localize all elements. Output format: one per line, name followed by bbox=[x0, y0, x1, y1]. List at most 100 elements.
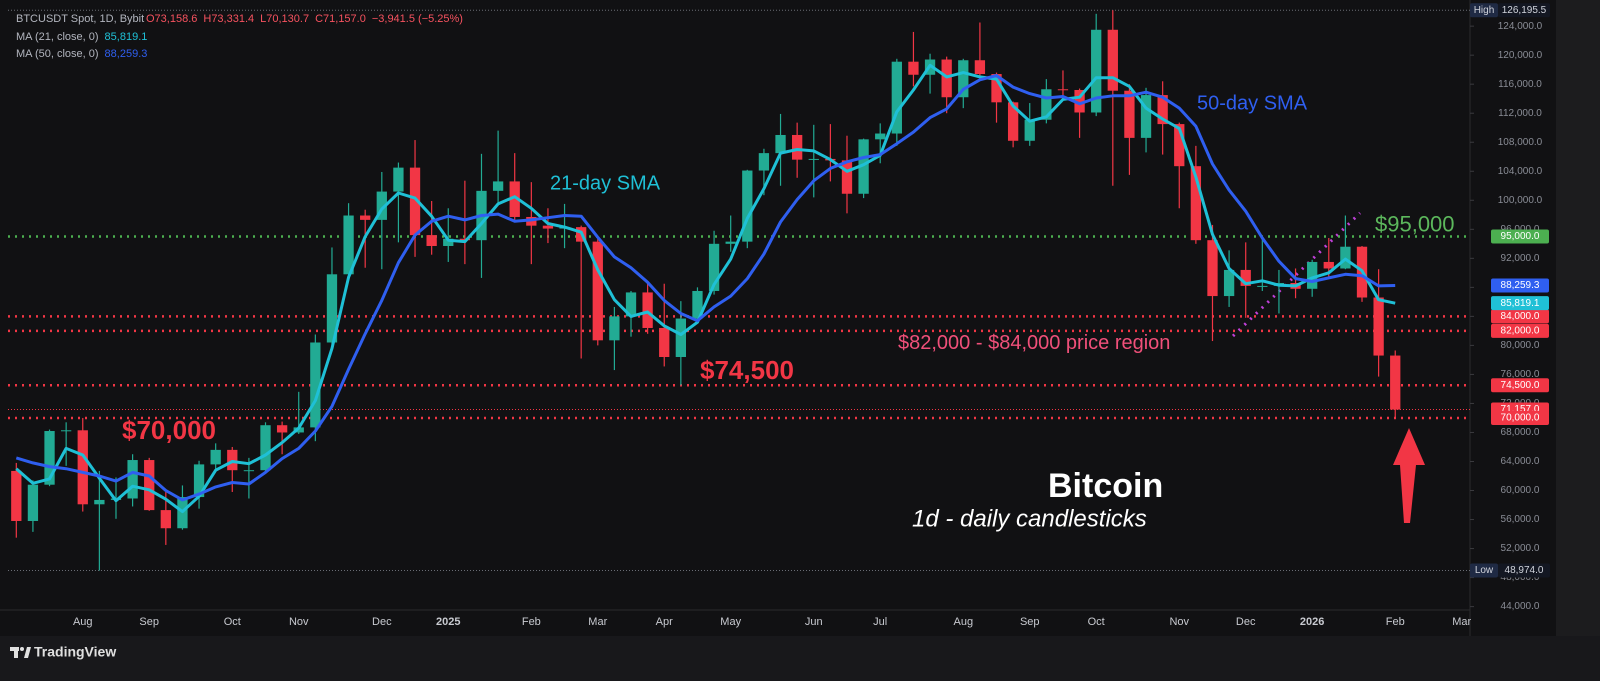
x-tick-label: Jul bbox=[873, 616, 887, 628]
level-annotation: $70,000 bbox=[122, 415, 216, 445]
candle-body bbox=[725, 241, 736, 244]
y-tick-label: 60,000.0 bbox=[1501, 485, 1540, 496]
legend-value: 85,819.1 bbox=[105, 31, 148, 43]
y-tick-label: 92,000.0 bbox=[1501, 253, 1540, 264]
candle-body bbox=[144, 460, 155, 511]
candle-body bbox=[1257, 285, 1268, 287]
candle-body bbox=[675, 318, 687, 358]
x-tick-label: 2025 bbox=[436, 616, 460, 628]
x-tick-label: Sep bbox=[1020, 616, 1040, 628]
y-tick-label: 108,000.0 bbox=[1498, 137, 1543, 148]
ohlc-value: H73,331.4 bbox=[203, 13, 254, 25]
candle-body bbox=[891, 61, 902, 134]
level-label: 82,000.0 bbox=[1501, 326, 1540, 337]
x-tick-label: Nov bbox=[289, 616, 309, 628]
y-tick-label: 56,000.0 bbox=[1501, 514, 1540, 525]
brand: TradingView bbox=[34, 644, 116, 660]
plot-background bbox=[0, 0, 1556, 636]
extreme-tag bbox=[1498, 3, 1550, 18]
candle-body bbox=[625, 292, 637, 317]
candle-body bbox=[858, 139, 869, 194]
candle-body bbox=[1091, 29, 1102, 113]
candle-body bbox=[808, 158, 819, 160]
x-tick-label: Apr bbox=[656, 616, 673, 628]
symbol: BTCUSDT Spot, 1D, Bybit bbox=[16, 13, 144, 25]
candle-body bbox=[492, 181, 504, 191]
candle-body bbox=[758, 153, 770, 171]
candle-body bbox=[260, 425, 271, 471]
x-tick-label: Oct bbox=[1088, 616, 1105, 628]
x-tick-label: Sep bbox=[139, 616, 159, 628]
arrow bbox=[1393, 428, 1425, 523]
y-tick-label: 48,000.0 bbox=[1501, 572, 1540, 583]
ma-annotation: 21-day SMA bbox=[550, 172, 661, 194]
candle-body bbox=[94, 499, 105, 505]
candle-body bbox=[127, 460, 138, 499]
ma-tag bbox=[1491, 278, 1549, 293]
y-tick-label: 96,000.0 bbox=[1501, 224, 1540, 235]
footer bbox=[0, 636, 1600, 681]
candle-body bbox=[1024, 119, 1035, 141]
candle-body bbox=[1140, 95, 1152, 138]
candle-body bbox=[193, 464, 205, 498]
candle-body bbox=[360, 215, 371, 220]
level-annotation: $74,500 bbox=[700, 355, 794, 385]
candle-body bbox=[1207, 240, 1218, 297]
x-tick-label: Oct bbox=[224, 616, 241, 628]
level-annotation: $95,000 bbox=[1375, 211, 1455, 236]
candle-body bbox=[1390, 355, 1401, 410]
candle-body bbox=[509, 181, 520, 217]
candle-body bbox=[958, 60, 969, 98]
logo-part bbox=[24, 647, 31, 658]
candle-body bbox=[742, 170, 753, 242]
ma-annotation: 50-day SMA bbox=[1197, 92, 1308, 114]
candle-body bbox=[1074, 89, 1085, 113]
candle-body bbox=[692, 290, 703, 319]
level-tag bbox=[1491, 410, 1549, 425]
candle-body bbox=[426, 235, 437, 246]
ma-tag-label: 88,259.3 bbox=[1501, 280, 1540, 291]
candle-body bbox=[1157, 95, 1168, 125]
candle-body bbox=[542, 225, 554, 229]
logo-part bbox=[20, 647, 24, 651]
candle-body bbox=[393, 167, 404, 192]
trend-line bbox=[1231, 211, 1362, 338]
candle-body bbox=[11, 470, 22, 521]
ma-tag-label: 85,819.1 bbox=[1501, 298, 1540, 309]
level-tag bbox=[1491, 229, 1549, 244]
candle-body bbox=[1373, 297, 1384, 356]
candle-body bbox=[160, 510, 171, 529]
candle-body bbox=[974, 60, 986, 75]
candle-body bbox=[1041, 89, 1052, 120]
candle-body bbox=[841, 160, 853, 194]
candle-body bbox=[1007, 102, 1019, 141]
level-label: 95,000.0 bbox=[1501, 231, 1540, 242]
candle-body bbox=[44, 431, 55, 485]
extreme-tag-name bbox=[1470, 3, 1498, 18]
ohlc-value: L70,130.7 bbox=[260, 13, 309, 25]
candle-body bbox=[592, 241, 603, 341]
extreme-label: 126,195.5 bbox=[1502, 5, 1547, 16]
candle-body bbox=[409, 167, 421, 236]
candle-body bbox=[243, 470, 255, 472]
x-tick-label: Nov bbox=[1169, 616, 1189, 628]
x-tick-label: Aug bbox=[953, 616, 973, 628]
candle-body bbox=[908, 61, 919, 75]
legend-value: 88,259.3 bbox=[105, 48, 148, 60]
candle-body bbox=[775, 134, 786, 154]
candle-body bbox=[991, 74, 1002, 103]
candle-body bbox=[1340, 246, 1351, 269]
x-tick-label: Aug bbox=[73, 616, 93, 628]
y-tick-label: 100,000.0 bbox=[1498, 195, 1543, 206]
level-annotation: $82,000 - $84,000 price region bbox=[898, 332, 1170, 354]
x-tick-label: Dec bbox=[372, 616, 392, 628]
candle-body bbox=[875, 133, 886, 140]
candle-body bbox=[708, 243, 720, 291]
x-tick-label: Dec bbox=[1236, 616, 1256, 628]
candle-body bbox=[642, 292, 653, 328]
x-tick-label: Feb bbox=[522, 616, 541, 628]
y-tick-label: 76,000.0 bbox=[1501, 369, 1540, 380]
candle-body bbox=[1124, 90, 1135, 138]
